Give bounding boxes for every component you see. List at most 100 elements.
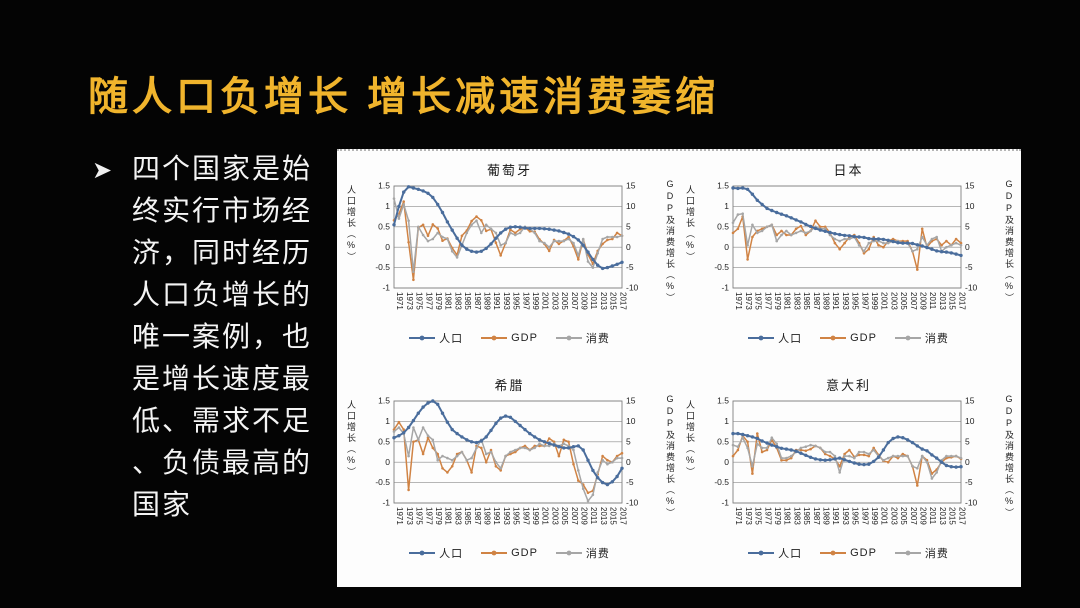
svg-text:1971: 1971 bbox=[734, 292, 743, 310]
right-axis-label: GDP及消费增长（%） bbox=[665, 179, 675, 304]
svg-text:1983: 1983 bbox=[792, 507, 801, 525]
svg-text:2009: 2009 bbox=[579, 292, 588, 310]
svg-text:2013: 2013 bbox=[937, 292, 946, 310]
svg-text:-0.5: -0.5 bbox=[714, 477, 729, 487]
svg-text:2017: 2017 bbox=[957, 507, 966, 525]
svg-text:-10: -10 bbox=[965, 283, 978, 293]
svg-text:1977: 1977 bbox=[424, 292, 433, 310]
legend-label: 消费 bbox=[585, 548, 610, 560]
legend-label: GDP bbox=[511, 332, 538, 344]
svg-text:2015: 2015 bbox=[947, 292, 956, 310]
svg-text:1989: 1989 bbox=[482, 507, 491, 525]
legend-item-gdp: GDP bbox=[481, 547, 538, 559]
svg-text:2015: 2015 bbox=[608, 507, 617, 525]
legend-label: 消费 bbox=[585, 333, 610, 345]
svg-text:10: 10 bbox=[965, 416, 975, 426]
legend-item-consumption: 消费 bbox=[555, 545, 610, 561]
svg-text:5: 5 bbox=[965, 221, 970, 231]
legend-item-consumption: 消费 bbox=[555, 330, 610, 346]
svg-text:1975: 1975 bbox=[414, 292, 423, 310]
svg-text:1995: 1995 bbox=[511, 507, 520, 525]
svg-text:1.5: 1.5 bbox=[717, 181, 729, 191]
svg-text:1995: 1995 bbox=[850, 292, 859, 310]
legend-label: 人口 bbox=[778, 333, 803, 345]
svg-text:1997: 1997 bbox=[521, 292, 530, 310]
svg-text:-0.5: -0.5 bbox=[375, 262, 390, 272]
svg-text:1977: 1977 bbox=[763, 507, 772, 525]
svg-text:0.5: 0.5 bbox=[717, 221, 729, 231]
svg-text:0: 0 bbox=[385, 457, 390, 467]
legend-item-population: 人口 bbox=[748, 545, 802, 561]
chart-greece: 希腊 人口增长（%） GDP及消费增长（%） 1.5 1 0.5 0 -0.5 -1 15 1… bbox=[343, 370, 676, 585]
svg-text:2007: 2007 bbox=[908, 507, 917, 525]
legend-item-population: 人口 bbox=[409, 545, 463, 561]
svg-text:1977: 1977 bbox=[763, 292, 772, 310]
svg-text:1973: 1973 bbox=[404, 292, 413, 310]
note-block: ➤ 四个国家是始 终实行市场经 济，同时经历 人口负增长的 唯一案例，也 是增长… bbox=[92, 148, 312, 526]
svg-text:-5: -5 bbox=[626, 477, 634, 487]
left-axis-label: 人口增长（%） bbox=[346, 185, 356, 263]
chart-title: 葡萄牙 bbox=[486, 163, 532, 178]
svg-text:2003: 2003 bbox=[550, 292, 559, 310]
svg-text:-5: -5 bbox=[626, 262, 634, 272]
svg-text:1991: 1991 bbox=[492, 292, 501, 310]
svg-text:1981: 1981 bbox=[443, 292, 452, 310]
svg-text:1975: 1975 bbox=[753, 507, 762, 525]
svg-text:0.5: 0.5 bbox=[378, 436, 390, 446]
svg-text:0: 0 bbox=[724, 457, 729, 467]
svg-text:1987: 1987 bbox=[472, 507, 481, 525]
svg-text:1: 1 bbox=[724, 416, 729, 426]
note-line: 是增长速度最 bbox=[132, 363, 313, 394]
svg-text:2001: 2001 bbox=[879, 292, 888, 310]
svg-text:10: 10 bbox=[626, 416, 636, 426]
slide-title: 随人口负增长 增长减速消费萎缩 bbox=[88, 75, 720, 119]
svg-text:15: 15 bbox=[965, 396, 975, 406]
left-axis-label: 人口增长（%） bbox=[685, 185, 695, 263]
svg-text:2013: 2013 bbox=[937, 507, 946, 525]
legend-item-consumption: 消费 bbox=[894, 545, 949, 561]
svg-text:1993: 1993 bbox=[501, 292, 510, 310]
svg-text:2005: 2005 bbox=[560, 507, 569, 525]
svg-text:0: 0 bbox=[626, 457, 631, 467]
svg-text:2017: 2017 bbox=[957, 292, 966, 310]
svg-text:2003: 2003 bbox=[889, 292, 898, 310]
svg-text:1989: 1989 bbox=[482, 292, 491, 310]
svg-text:1989: 1989 bbox=[821, 507, 830, 525]
svg-text:1993: 1993 bbox=[840, 292, 849, 310]
legend-label: 人口 bbox=[439, 548, 464, 560]
chart-title: 意大利 bbox=[825, 378, 871, 393]
svg-text:1989: 1989 bbox=[821, 292, 830, 310]
gdp-line-icon bbox=[481, 550, 508, 556]
svg-text:1.5: 1.5 bbox=[378, 181, 390, 191]
svg-text:1977: 1977 bbox=[424, 507, 433, 525]
svg-text:0: 0 bbox=[385, 242, 390, 252]
chart-legend: 人口 GDP 消费 bbox=[409, 330, 610, 346]
svg-text:2005: 2005 bbox=[560, 292, 569, 310]
svg-text:1985: 1985 bbox=[802, 292, 811, 310]
svg-text:10: 10 bbox=[626, 201, 636, 211]
note-line: 国家 bbox=[132, 489, 193, 520]
chart-title: 日本 bbox=[833, 163, 864, 178]
svg-text:-1: -1 bbox=[721, 283, 729, 293]
svg-text:1973: 1973 bbox=[743, 507, 752, 525]
chart-legend: 人口 GDP 消费 bbox=[748, 545, 949, 561]
note-line: 人口负增长的 bbox=[132, 279, 313, 310]
gdp-line-icon bbox=[481, 335, 508, 341]
svg-text:1985: 1985 bbox=[802, 507, 811, 525]
svg-text:2015: 2015 bbox=[947, 507, 956, 525]
chart-title: 希腊 bbox=[494, 378, 525, 393]
note-line: 唯一案例，也 bbox=[132, 321, 313, 352]
svg-text:1981: 1981 bbox=[443, 507, 452, 525]
svg-text:2009: 2009 bbox=[918, 292, 927, 310]
svg-text:1995: 1995 bbox=[511, 292, 520, 310]
svg-text:-1: -1 bbox=[721, 498, 729, 508]
svg-text:1999: 1999 bbox=[870, 292, 879, 310]
legend-item-gdp: GDP bbox=[481, 332, 538, 344]
svg-text:15: 15 bbox=[626, 181, 636, 191]
svg-text:2003: 2003 bbox=[889, 507, 898, 525]
legend-item-gdp: GDP bbox=[820, 332, 877, 344]
svg-text:-1: -1 bbox=[382, 498, 390, 508]
note-text: 四个国家是始 终实行市场经 济，同时经历 人口负增长的 唯一案例，也 是增长速度… bbox=[132, 148, 312, 526]
svg-text:1983: 1983 bbox=[792, 292, 801, 310]
